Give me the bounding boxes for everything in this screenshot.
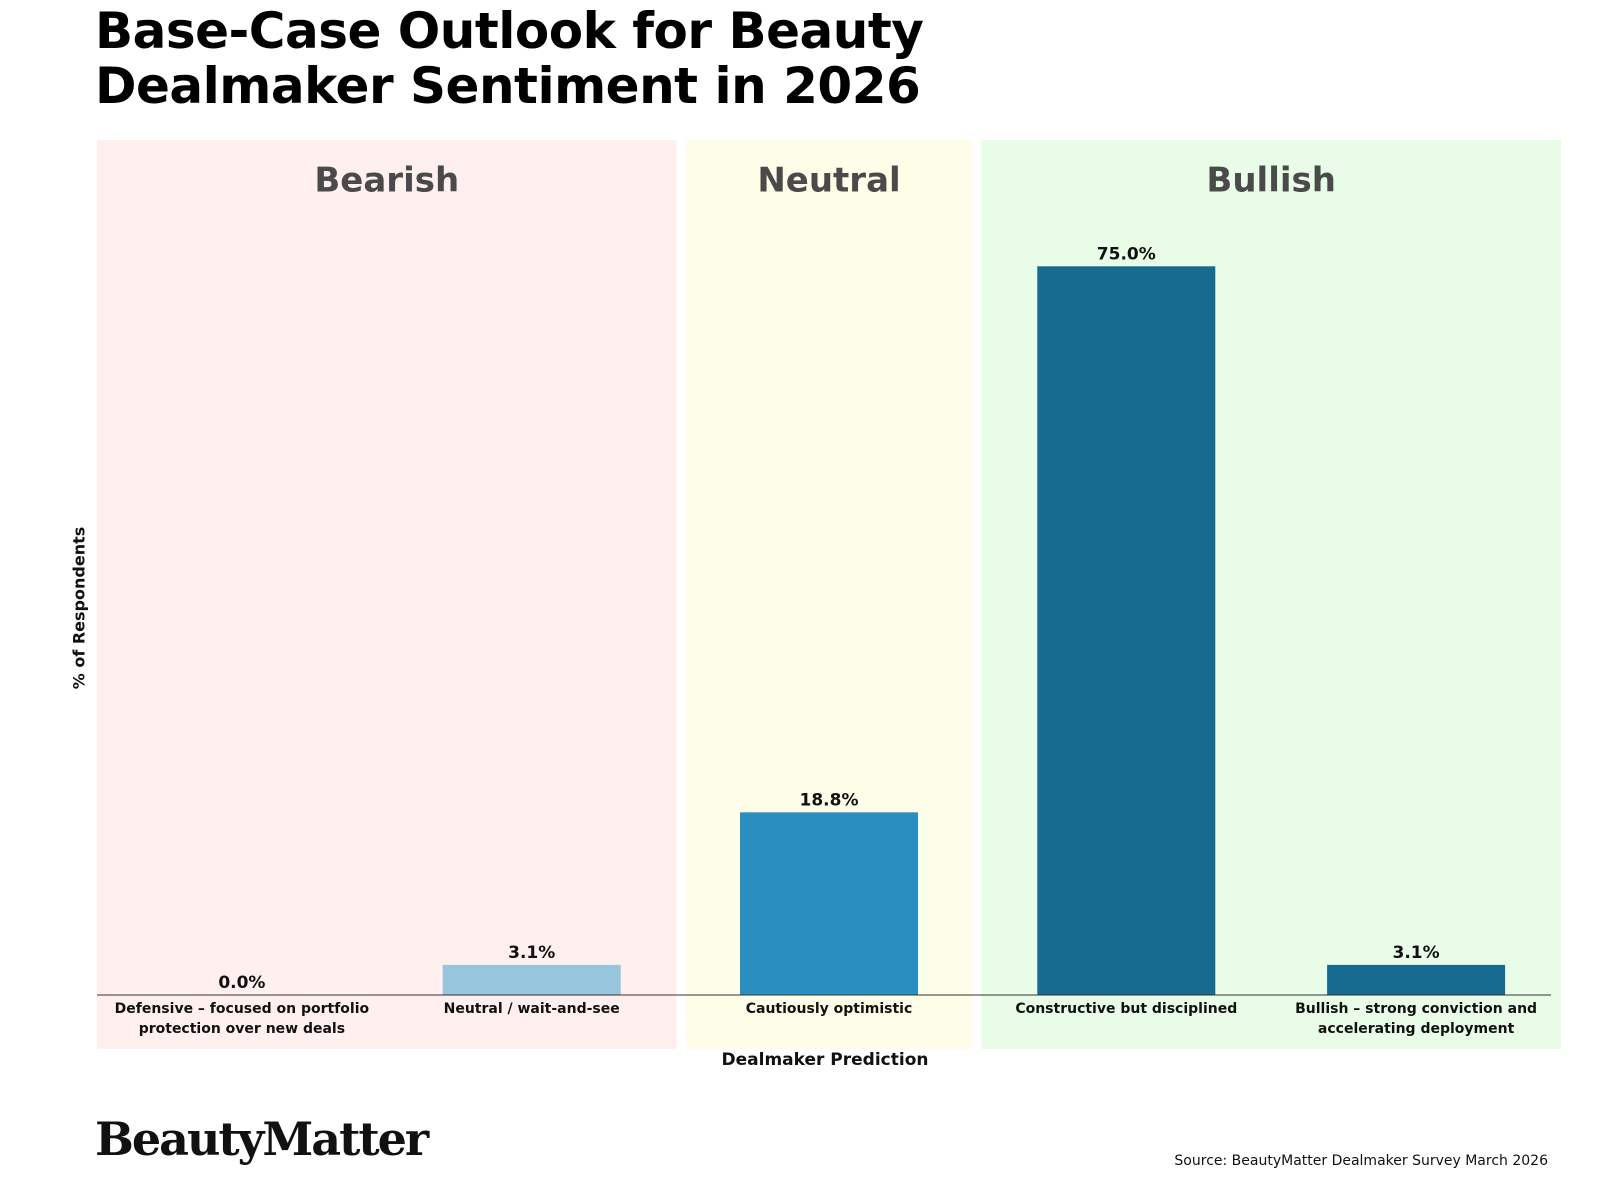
value-label: 18.8% xyxy=(800,790,859,810)
x-tick-label-box: Neutral / wait-and-see xyxy=(443,1001,620,1017)
x-tick-label-box: Defensive – focused on portfolio protect… xyxy=(114,1001,370,1037)
value-label: 3.1% xyxy=(1393,943,1440,963)
x-tick-label-box: Constructive but disciplined xyxy=(1015,1001,1238,1017)
value-label: 0.0% xyxy=(218,973,265,993)
group-panel xyxy=(97,140,677,1049)
chart-title: Base-Case Outlook for Beauty Dealmaker S… xyxy=(95,2,924,115)
x-tick-label: Cautiously optimistic xyxy=(745,1001,913,1017)
group-label: Neutral xyxy=(757,161,900,201)
x-tick-label: Defensive – focused on portfolio protect… xyxy=(114,1001,370,1037)
x-tick-label: Neutral / wait-and-see xyxy=(443,1001,620,1017)
value-label: 3.1% xyxy=(508,943,555,963)
x-tick-label-box: Cautiously optimistic xyxy=(745,1001,913,1017)
group-label: Bullish xyxy=(1206,161,1336,201)
bar xyxy=(442,964,621,995)
group-label: Bearish xyxy=(314,161,459,201)
x-axis-title: Dealmaker Prediction xyxy=(722,1050,929,1070)
value-label: 75.0% xyxy=(1097,244,1156,264)
bar xyxy=(740,812,918,995)
y-axis-title: % of Respondents xyxy=(70,527,89,690)
title-box: Base-Case Outlook for Beauty Dealmaker S… xyxy=(95,2,924,115)
brand-logo: BeautyMatter xyxy=(95,1112,430,1166)
x-tick-label: Bullish – strong conviction and accelera… xyxy=(1295,1001,1538,1037)
bar xyxy=(1037,266,1216,995)
x-tick-label: Constructive but disciplined xyxy=(1015,1001,1238,1017)
x-tick-label-box: Bullish – strong conviction and accelera… xyxy=(1295,1001,1538,1037)
source-note: Source: BeautyMatter Dealmaker Survey Ma… xyxy=(1174,1153,1548,1169)
bar xyxy=(1327,964,1506,995)
